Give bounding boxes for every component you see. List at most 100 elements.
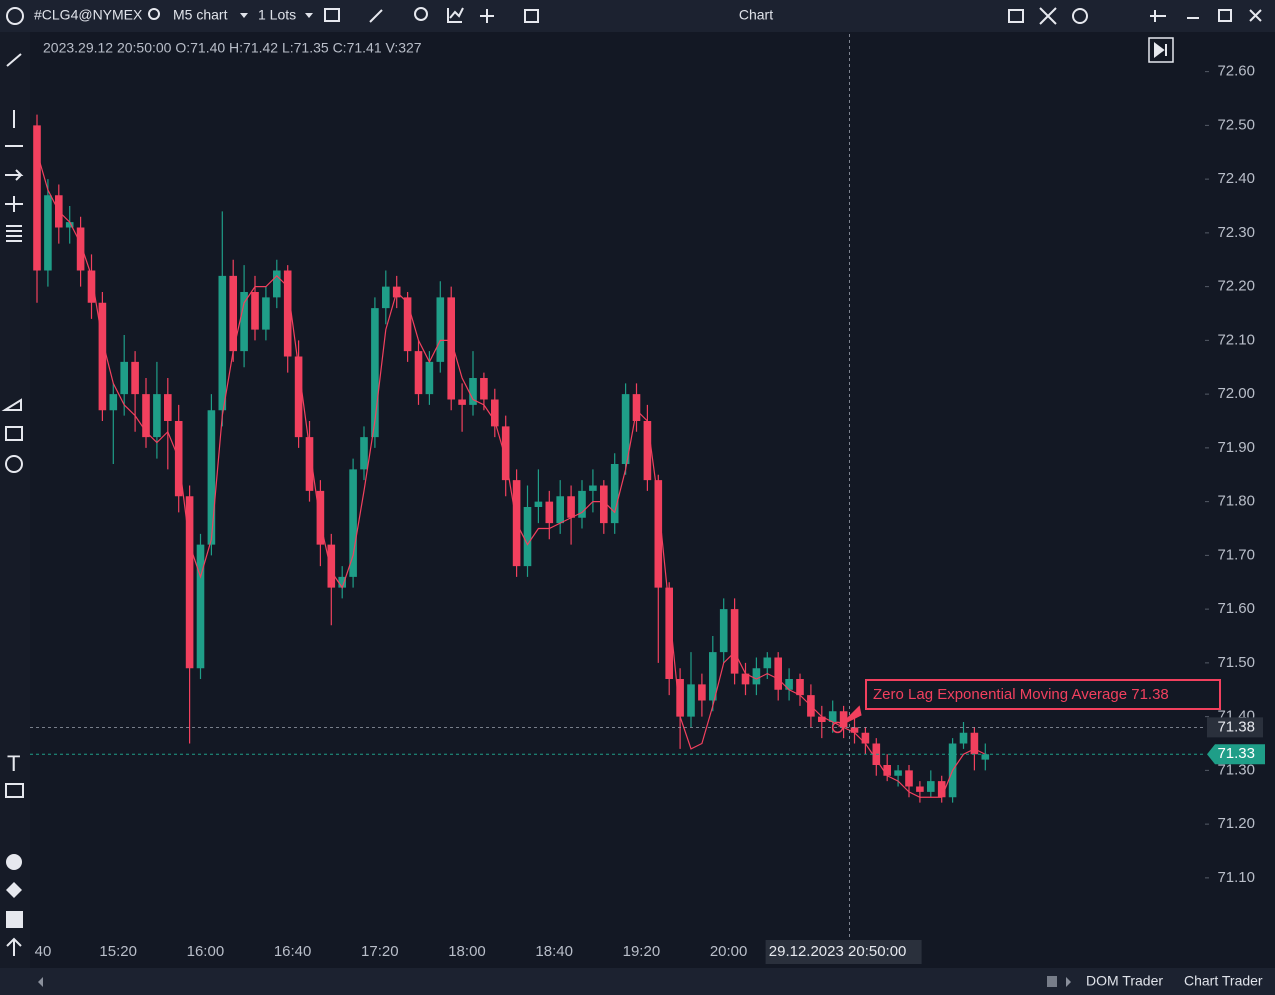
candle-body [240, 292, 248, 352]
order-icon[interactable] [324, 8, 340, 22]
top-toolbar: #CLG4@NYMEX M5 chart 1 Lots Chart [0, 0, 1275, 32]
screenshot-icon[interactable] [1008, 9, 1024, 23]
dropdown[interactable] [305, 13, 313, 18]
candle-body [436, 297, 445, 362]
candle-body [153, 394, 161, 438]
candle-body [567, 496, 575, 518]
y-tick-label: 72.10 [1217, 331, 1255, 348]
timeframe[interactable]: M5 chart [173, 7, 228, 23]
annotation-pointer [837, 705, 862, 728]
indicator-icon[interactable] [447, 7, 464, 23]
square-tool[interactable] [6, 911, 23, 928]
cross-tool[interactable] [5, 196, 23, 212]
scroll-right[interactable] [1066, 977, 1071, 987]
candle-body [229, 275, 237, 352]
candle-body [425, 361, 434, 395]
color-icon[interactable] [1072, 8, 1088, 24]
candle-body [698, 684, 706, 701]
scroll-end-icon[interactable] [1154, 42, 1167, 58]
candle-body [883, 765, 891, 776]
maximize[interactable] [1218, 9, 1232, 22]
x-tick-label: 40 [35, 943, 52, 960]
y-tick-label: 71.20 [1217, 815, 1255, 832]
candle-body [937, 781, 946, 798]
zoom-icon[interactable] [414, 7, 428, 21]
candle-body [981, 754, 990, 760]
y-tick-label: 71.30 [1217, 761, 1255, 778]
scroll-thumb[interactable] [1047, 976, 1057, 987]
candle-body [752, 668, 761, 685]
triangle-tool[interactable] [1, 398, 22, 411]
chart-trader-tab[interactable]: Chart Trader [1184, 973, 1263, 989]
diamond-tool[interactable] [6, 882, 22, 898]
pin-icon[interactable] [1150, 10, 1166, 22]
candle-body [185, 496, 194, 669]
arrow-up-tool[interactable] [6, 937, 22, 956]
fullscreen-icon[interactable] [1039, 7, 1057, 25]
circle-tool[interactable] [6, 854, 22, 870]
draw-icon[interactable] [369, 9, 383, 23]
close[interactable] [1249, 9, 1262, 22]
y-tick-label: 71.60 [1217, 600, 1255, 617]
candle-body [338, 576, 346, 588]
candle-body [534, 501, 543, 507]
candle-body [709, 652, 717, 701]
scroll-left[interactable] [38, 977, 43, 987]
dropdown[interactable] [240, 13, 248, 18]
candle-body [959, 732, 968, 744]
annotation-box [865, 679, 1221, 710]
text-tool[interactable]: T [7, 751, 20, 776]
template-icon[interactable] [524, 9, 539, 23]
candle-body [44, 195, 52, 271]
candle-body [654, 480, 663, 588]
candle-body [382, 286, 390, 309]
candle-body [65, 222, 74, 228]
candle-body [491, 399, 499, 427]
candle-body [687, 684, 695, 717]
candle-body [327, 544, 336, 588]
candle-body [33, 125, 41, 271]
crosshair-icon[interactable] [480, 9, 494, 23]
dom-trader-tab[interactable]: DOM Trader [1086, 973, 1163, 989]
candle-body [905, 770, 913, 787]
rect-tool[interactable] [5, 426, 23, 441]
search-icon[interactable] [148, 8, 160, 20]
candle-body [164, 394, 172, 421]
candle-body [730, 609, 739, 674]
scroll-end-button[interactable] [1148, 37, 1174, 63]
lots[interactable]: 1 Lots [258, 7, 296, 23]
left-toolbar-bg [0, 32, 30, 995]
candle-body [142, 394, 150, 438]
symbol[interactable]: #CLG4@NYMEX [34, 7, 143, 23]
label-tool[interactable] [5, 783, 24, 798]
candle-body [839, 711, 848, 728]
y-tick-label: 71.70 [1217, 546, 1255, 563]
candle-body [796, 679, 804, 696]
candle-body [251, 292, 259, 330]
candle-body [850, 727, 859, 733]
annotation-text: Zero Lag Exponential Moving Average 71.3… [873, 686, 1169, 703]
y-tick-label: 71.90 [1217, 439, 1255, 456]
candle-body [360, 437, 368, 470]
bottom-bar-bg [0, 968, 1275, 995]
arrow-tool[interactable] [5, 169, 24, 181]
y-tick-label: 71.50 [1217, 654, 1255, 671]
candle-body [741, 673, 750, 685]
candle-body [196, 544, 205, 669]
candle-body [447, 297, 455, 400]
ellipse-tool[interactable] [5, 455, 23, 473]
y-tick-label: 72.20 [1217, 278, 1255, 295]
bottom-bar: DOM Trader Chart Trader [0, 968, 1275, 995]
candle-body [916, 786, 924, 792]
candle-body [76, 227, 85, 271]
candle-body [523, 507, 532, 567]
line-tool[interactable] [6, 53, 22, 67]
candle-body [643, 421, 652, 481]
left-toolbar: T [0, 32, 30, 995]
y-tick-label: 72.40 [1217, 170, 1255, 187]
candle-body [578, 490, 586, 518]
candle-body [305, 437, 314, 491]
fib-tool[interactable] [6, 225, 22, 242]
logo[interactable] [6, 7, 24, 25]
